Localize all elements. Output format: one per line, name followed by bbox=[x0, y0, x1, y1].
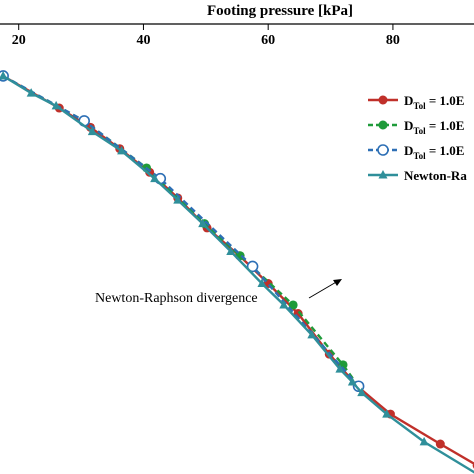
data-point bbox=[198, 218, 208, 228]
data-point bbox=[419, 436, 429, 446]
data-point bbox=[117, 145, 127, 155]
annotation-arrow bbox=[308, 280, 339, 299]
data-point bbox=[435, 439, 445, 449]
annotation-arrowhead bbox=[333, 279, 342, 286]
x-axis-title: Footing pressure [kPa] bbox=[207, 3, 353, 19]
series-line bbox=[2, 74, 474, 465]
legend-label: DTol = 1.0E bbox=[404, 118, 464, 136]
data-point bbox=[257, 278, 267, 288]
data-point bbox=[335, 364, 345, 373]
data-point bbox=[173, 195, 183, 204]
legend-item: DTol = 1.0E bbox=[368, 93, 464, 111]
legend-label: DTol = 1.0E bbox=[404, 93, 464, 111]
series-line bbox=[2, 74, 474, 474]
legend-label: Newton-Ra bbox=[404, 168, 467, 183]
data-point bbox=[352, 380, 365, 393]
x-tick-label: 60 bbox=[261, 33, 275, 48]
data-point bbox=[377, 144, 389, 156]
x-tick-label: 80 bbox=[386, 33, 400, 48]
data-point bbox=[357, 387, 367, 397]
data-point bbox=[288, 300, 298, 310]
x-ticks: 20 40 60 80 bbox=[12, 24, 400, 48]
data-point bbox=[246, 260, 259, 273]
legend: DTol = 1.0E DTol = 1.0E DTol = 1.0E Newton-… bbox=[368, 93, 467, 183]
series-line bbox=[2, 74, 360, 388]
data-point bbox=[226, 246, 236, 255]
x-tick-label: 40 bbox=[136, 33, 150, 48]
series-line bbox=[2, 74, 360, 388]
legend-label: DTol = 1.0E bbox=[404, 143, 464, 161]
data-point bbox=[87, 126, 97, 136]
annotation: Newton-Raphson divergence bbox=[95, 279, 342, 306]
data-point bbox=[347, 376, 357, 386]
series-2 bbox=[0, 71, 364, 391]
data-point bbox=[378, 170, 388, 179]
data-point bbox=[26, 88, 36, 97]
data-point bbox=[279, 299, 289, 309]
data-point bbox=[378, 95, 388, 105]
series-4 bbox=[0, 70, 474, 474]
data-point bbox=[307, 329, 317, 339]
series-layer bbox=[0, 70, 474, 474]
data-point bbox=[51, 100, 61, 110]
annotation-label: Newton-Raphson divergence bbox=[95, 291, 258, 306]
data-point bbox=[0, 70, 8, 80]
legend-item: DTol = 1.0E bbox=[368, 143, 464, 161]
legend-item: DTol = 1.0E bbox=[368, 118, 464, 136]
data-point bbox=[382, 409, 392, 418]
data-point bbox=[378, 120, 388, 130]
x-tick-label: 20 bbox=[12, 33, 26, 48]
legend-item: Newton-Ra bbox=[368, 168, 467, 183]
series-1 bbox=[0, 71, 474, 469]
series-3 bbox=[0, 70, 365, 393]
data-point bbox=[150, 173, 160, 183]
